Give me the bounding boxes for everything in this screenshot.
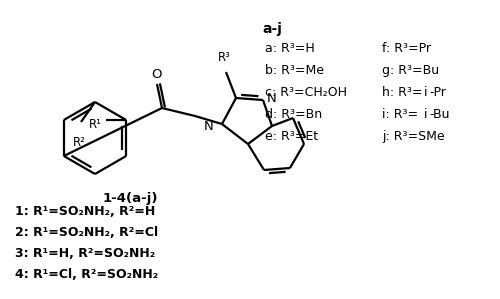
Text: g: R³=Bu: g: R³=Bu [382,64,439,77]
Text: 1: R¹=SO₂NH₂, R²=H: 1: R¹=SO₂NH₂, R²=H [15,205,155,218]
Text: -Bu: -Bu [429,108,450,121]
Text: c: R³=CH₂OH: c: R³=CH₂OH [265,86,347,99]
Text: N: N [267,91,277,104]
Text: i: i [424,86,428,99]
Text: d: R³=Bn: d: R³=Bn [265,108,322,121]
Text: f: R³=Pr: f: R³=Pr [382,42,431,55]
Text: i: R³=: i: R³= [382,108,418,121]
Text: i: i [424,108,428,121]
Text: O: O [152,68,162,80]
Text: e: R³=Et: e: R³=Et [265,130,318,143]
Text: -Pr: -Pr [429,86,446,99]
Text: b: R³=Me: b: R³=Me [265,64,324,77]
Text: 2: R¹=SO₂NH₂, R²=Cl: 2: R¹=SO₂NH₂, R²=Cl [15,226,158,239]
Text: 3: R¹=H, R²=SO₂NH₂: 3: R¹=H, R²=SO₂NH₂ [15,247,155,260]
Text: a: R³=H: a: R³=H [265,42,315,55]
Text: 1-4(a-j): 1-4(a-j) [102,192,158,205]
Text: h: R³=: h: R³= [382,86,422,99]
Text: R³: R³ [218,51,230,64]
Text: N: N [204,120,214,132]
Text: R¹: R¹ [89,118,102,130]
Text: R²: R² [72,136,86,149]
Text: 4: R¹=Cl, R²=SO₂NH₂: 4: R¹=Cl, R²=SO₂NH₂ [15,268,158,281]
Text: a-j: a-j [262,22,282,36]
Text: j: R³=SMe: j: R³=SMe [382,130,444,143]
